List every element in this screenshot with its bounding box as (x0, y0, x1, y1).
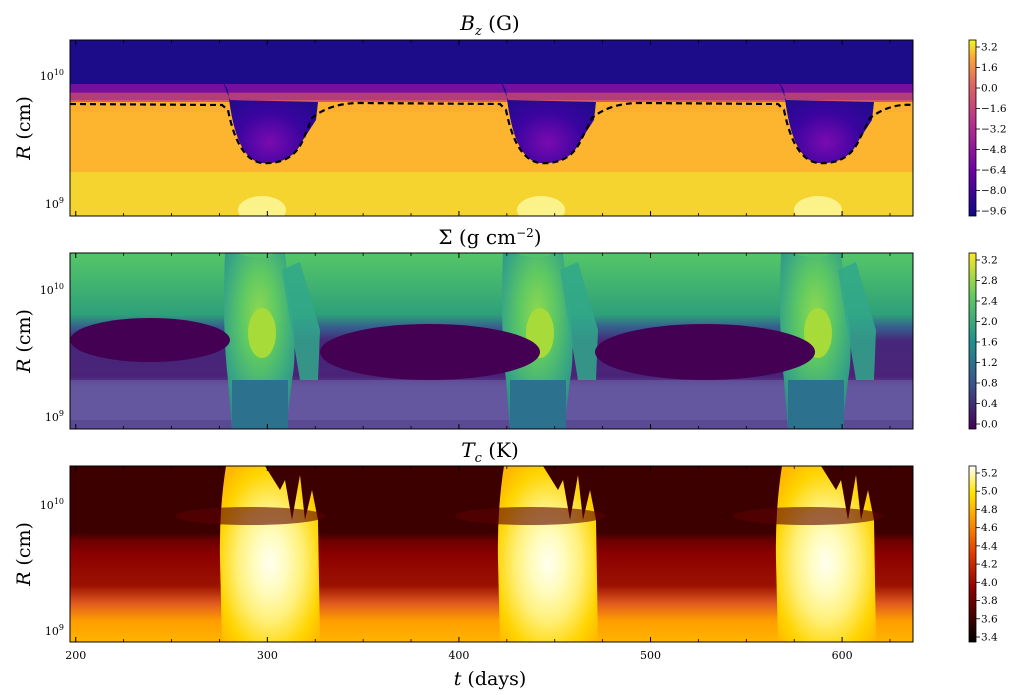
x-ticks (75, 253, 891, 429)
colorbar-tick-label: −6.4 (981, 165, 1007, 177)
colorbar-tick-label: −8.0 (981, 185, 1007, 197)
colorbar-tick-label: 3.8 (981, 595, 998, 607)
colorbar-tick-label: −4.8 (981, 144, 1007, 156)
colorbar-tick-label: 1.2 (981, 357, 998, 369)
y-axis: 1010 109 R (cm) (13, 68, 64, 211)
colorbar-tick-label: −9.6 (981, 206, 1007, 218)
colorbar-tick-label: 3.2 (981, 255, 998, 267)
colorbar-tick-label: 0.0 (981, 83, 998, 95)
colorbar-tick-label: 0.0 (981, 419, 998, 431)
panel-title: Σ (g cm−2) (438, 225, 541, 249)
ytick-label: 109 (45, 409, 64, 424)
panel-title: Tc (K) (461, 438, 519, 466)
bz-troughs (222, 80, 874, 164)
colorbar-tick-label: 2.8 (981, 275, 998, 287)
sigma-lower-lobes (232, 380, 844, 429)
ytick-label: 1010 (40, 282, 64, 297)
colorbar-tick-label: 3.6 (981, 613, 998, 625)
ytick-label: 109 (45, 623, 64, 638)
colorbar-tick-label: 4.0 (981, 577, 998, 589)
y-label: R (cm) (13, 96, 35, 161)
colorbar-sigma: 3.2 2.8 2.4 2.0 1.6 1.2 0.8 0.4 0.0 (968, 252, 998, 431)
colorbar-tick-label: −3.2 (981, 124, 1007, 136)
colorbar-tick-label: 4.4 (981, 540, 998, 552)
panel-bz: Bz (G) 1010 109 R (cm) (13, 11, 1007, 218)
heatmap-area (70, 40, 913, 216)
y-axis: 1010 109 R (cm) (13, 497, 64, 638)
x-tick-labels: 200 300 400 500 600 (65, 649, 852, 662)
colorbar-tick-label: 4.8 (981, 504, 998, 516)
colorbar-tc: 5.2 5.0 4.8 4.6 4.4 4.2 4.0 3.8 3.6 3.4 (968, 465, 998, 644)
panel-tc: Tc (K) 1010 109 R (cm) 5.2 5.0 4.8 4.6 4.4 4.… (13, 438, 998, 644)
x-tick-label: 400 (448, 649, 469, 662)
ytick-label: 1010 (40, 68, 64, 83)
x-axis-label: t (days) (454, 668, 526, 690)
colorbar-tick-label: 3.4 (981, 632, 998, 644)
colorbar-tick-label: 3.2 (981, 42, 998, 54)
colorbar-tick-label: 5.0 (981, 486, 998, 498)
colorbar-tick-label: 1.6 (981, 337, 998, 349)
ytick-label: 1010 (40, 497, 64, 512)
x-tick-label: 600 (832, 649, 853, 662)
x-tick-label: 200 (65, 649, 86, 662)
colorbar-tick-label: 4.6 (981, 522, 998, 534)
x-ticks (75, 466, 891, 642)
colorbar-tick-label: 2.0 (981, 316, 998, 328)
colorbar-tick-label: 0.4 (981, 398, 998, 410)
colorbar-tick-label: 0.8 (981, 378, 998, 390)
heatmap-area (70, 466, 913, 642)
sigma-dark-ovals (70, 318, 815, 380)
x-tick-label: 300 (257, 649, 278, 662)
colorbar-tick-label: 5.2 (981, 468, 998, 480)
colorbar-tick-label: −1.6 (981, 103, 1007, 115)
panel-title: Bz (G) (459, 11, 520, 39)
heatmap-area (70, 253, 913, 429)
y-label: R (cm) (13, 522, 35, 587)
y-label: R (cm) (13, 309, 35, 374)
tc-ovals (175, 507, 883, 525)
bz-hotspots (238, 196, 842, 216)
colorbar-tick-label: 4.2 (981, 559, 998, 571)
colorbar-tick-label: 1.6 (981, 62, 998, 74)
x-ticks (75, 40, 891, 216)
ytick-label: 109 (45, 196, 64, 211)
colorbar-tick-label: 2.4 (981, 296, 998, 308)
y-axis: 1010 109 R (cm) (13, 282, 64, 424)
x-tick-label: 500 (640, 649, 661, 662)
colorbar-bz: 3.2 1.6 0.0 −1.6 −3.2 −4.8 −6.4 −8.0 −9.6 (968, 39, 1007, 218)
sigma-streaks (70, 380, 913, 420)
panel-sigma: Σ (g cm−2) (13, 225, 998, 431)
